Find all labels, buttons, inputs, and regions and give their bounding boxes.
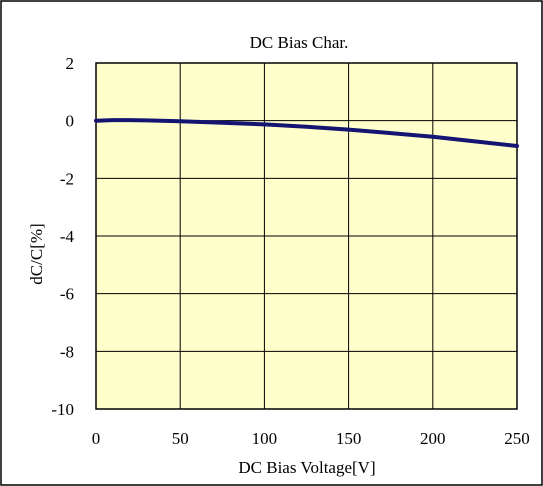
x-tick-label: 150: [336, 429, 362, 448]
tick-labels: 0 50 100 150 200 250 2 0 -2 -4 -6 -8 -10: [51, 54, 529, 448]
plot-border: [95, 62, 518, 410]
data-point: [432, 136, 434, 138]
data-point: [95, 120, 97, 122]
data-point: [306, 126, 307, 128]
y-tick-label: -4: [60, 227, 75, 246]
series-lines: [94, 118, 519, 148]
x-tick-label: 200: [420, 429, 446, 448]
grid-lines: [96, 63, 517, 409]
data-point: [348, 129, 350, 131]
data-point: [179, 120, 181, 122]
data-point: [221, 122, 223, 124]
y-tick-label: 0: [66, 112, 75, 131]
y-tick-label: -10: [51, 400, 74, 419]
data-point: [263, 123, 265, 125]
x-tick-label: 250: [504, 429, 530, 448]
x-tick-label: 50: [172, 429, 189, 448]
y-axis-label: dC/C[%]: [27, 223, 46, 284]
data-point: [146, 119, 148, 121]
data-point: [390, 132, 392, 134]
data-point: [474, 140, 476, 142]
x-tick-label: 100: [252, 429, 278, 448]
y-tick-label: 2: [66, 54, 75, 73]
data-point: [129, 119, 131, 121]
data-point: [516, 145, 518, 147]
x-tick-label: 0: [92, 429, 101, 448]
y-tick-label: -8: [60, 342, 74, 361]
data-point: [112, 119, 114, 121]
y-tick-label: -2: [60, 169, 74, 188]
x-axis-label: DC Bias Voltage[V]: [238, 458, 375, 477]
y-tick-label: -6: [60, 285, 74, 304]
chart-title: DC Bias Char.: [250, 33, 349, 52]
